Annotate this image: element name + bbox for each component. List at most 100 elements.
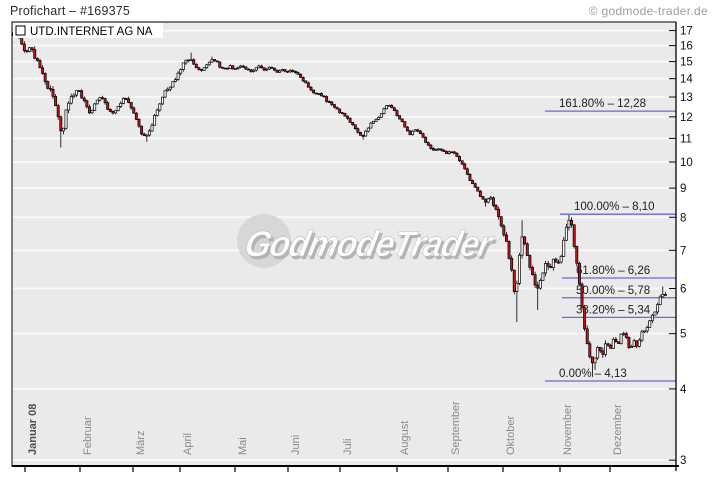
candle-body — [624, 333, 628, 338]
x-axis-labels: Januar 08 Februar März April Mai Juni Juli Augu… — [24, 401, 624, 472]
candle-body — [239, 65, 243, 68]
candle-body — [124, 98, 128, 100]
candle-body — [590, 356, 594, 364]
candle-body — [231, 65, 235, 70]
candle-body — [580, 283, 584, 308]
candle-body — [25, 50, 29, 52]
y-tick-label: 10 — [680, 157, 693, 169]
candle-body — [189, 59, 193, 62]
candle-body — [80, 90, 84, 99]
plot-area[interactable] — [12, 22, 676, 466]
candle-body — [458, 156, 461, 162]
candle-body — [468, 173, 472, 181]
candle-body — [293, 70, 297, 73]
candle-body — [512, 269, 516, 292]
candle-body — [364, 130, 368, 137]
candle-body — [51, 88, 55, 97]
candle-body — [319, 93, 323, 97]
candle-body — [356, 128, 360, 133]
candle-body — [22, 43, 26, 51]
candle-body — [273, 67, 276, 71]
candle-body — [554, 258, 558, 263]
candle-body — [439, 148, 443, 151]
candle-body — [387, 105, 391, 107]
candle-body — [197, 67, 201, 70]
candle-body — [429, 144, 433, 149]
candle-body — [184, 59, 188, 64]
month-label: Mai — [237, 437, 249, 455]
candle-body — [442, 149, 446, 152]
candle-body — [424, 136, 428, 143]
candle-body — [101, 97, 104, 100]
candle-body — [314, 92, 318, 95]
candle-body — [504, 234, 508, 242]
candle-body — [265, 68, 269, 71]
candle-body — [460, 160, 464, 165]
chart-legend: UTD.INTERNET AG NA — [13, 23, 163, 38]
candle-body — [254, 67, 258, 71]
candle-body — [257, 65, 261, 69]
candle-body — [497, 208, 501, 217]
candle-body — [252, 69, 256, 72]
candle-body — [549, 266, 553, 268]
month-label: Oktober — [505, 416, 517, 455]
candle-body — [606, 343, 610, 346]
candle-body — [531, 266, 534, 276]
y-tick-label: 6 — [680, 283, 686, 295]
candle-body — [288, 70, 292, 73]
candle-body — [244, 66, 248, 70]
fibonacci-levels: 161.80% – 12,28 100.00% – 8,10 61.80% – 6,… — [545, 98, 676, 382]
candle-body — [241, 65, 245, 68]
candle-body — [346, 115, 349, 119]
series-checkbox[interactable] — [15, 25, 26, 36]
candle-body — [486, 198, 490, 203]
candle-body — [525, 243, 529, 256]
y-tick-label: 9 — [680, 183, 686, 195]
candle-body — [153, 115, 157, 126]
candle-body — [140, 125, 144, 135]
month-label: Dezember — [612, 404, 624, 455]
month-label: April — [182, 433, 194, 455]
candle-body — [192, 59, 196, 65]
candle-body — [374, 118, 378, 122]
candle-body — [382, 108, 386, 114]
candle-body — [494, 205, 498, 210]
y-axis-labels: 3 4 5 6 7 8 9 10 11 12 13 14 15 16 17 — [669, 26, 693, 467]
candle-body — [593, 357, 597, 364]
candle-body — [106, 102, 110, 110]
candle-body — [572, 224, 576, 247]
candle-body — [564, 226, 568, 241]
candle-body — [200, 69, 203, 71]
month-label: Juli — [342, 438, 354, 455]
site-credit: © godmode-trader.de — [588, 4, 708, 18]
candle-body — [400, 118, 404, 122]
candle-body — [481, 196, 485, 200]
candle-body — [484, 198, 488, 203]
candle-body — [322, 95, 326, 98]
month-label: März — [135, 431, 147, 455]
candle-body — [627, 337, 631, 349]
candle-body — [392, 107, 396, 111]
candle-body — [56, 105, 60, 118]
candle-body — [121, 98, 125, 104]
candle-body — [445, 151, 448, 154]
watermark: GodmodeTrader GodmodeTrader — [237, 214, 500, 268]
candle-body — [536, 284, 540, 289]
candle-body — [609, 344, 613, 349]
candle-body — [215, 60, 219, 63]
candle-body — [348, 117, 352, 123]
candle-body — [426, 142, 430, 146]
candle-body — [46, 81, 50, 89]
candle-body — [103, 98, 107, 104]
candle-body — [223, 67, 227, 70]
candle-body — [317, 93, 321, 95]
candle-body — [147, 130, 151, 136]
candlestick-series — [12, 30, 667, 377]
candle-body — [447, 151, 451, 154]
candle-body — [306, 82, 310, 88]
candle-body — [656, 304, 660, 313]
candle-body — [622, 333, 626, 335]
candle-body — [390, 105, 394, 109]
candle-body — [471, 180, 475, 185]
